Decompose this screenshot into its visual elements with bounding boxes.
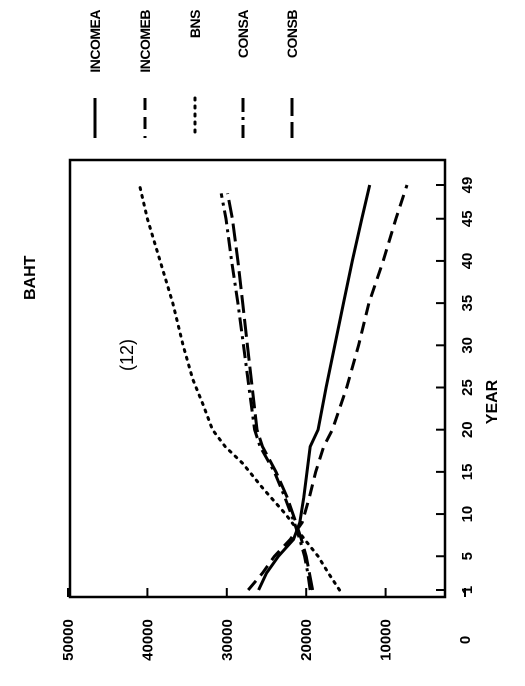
- y-tick-label: 0: [457, 636, 474, 644]
- x-tick-label: 25: [459, 379, 476, 396]
- y-tick-label: 30000: [219, 619, 236, 661]
- x-tick-label: 20: [459, 421, 476, 438]
- legend-label: CONSB: [284, 10, 300, 58]
- plot-area: [68, 158, 447, 599]
- x-tick-label: 35: [459, 295, 476, 312]
- y-tick-label: 40000: [139, 619, 156, 661]
- series-line-incomea: [257, 184, 372, 591]
- legend-label: INCOMEA: [87, 10, 103, 73]
- x-tick-label: 40: [459, 253, 476, 270]
- legend-label: CONSA: [235, 10, 251, 58]
- legend-label: BNS: [187, 10, 203, 38]
- series-line-consb: [226, 193, 315, 591]
- legend-item-bns: BNS: [187, 10, 203, 140]
- y-axis-label: BAHT: [22, 255, 39, 300]
- y-tick-label: 20000: [298, 619, 315, 661]
- legend: INCOMEA INCOMEB BNS CONSA CONSB: [87, 10, 300, 140]
- series-layer: [138, 183, 409, 592]
- series-line-incomeb: [247, 184, 409, 591]
- legend-item-incomea: INCOMEA: [87, 10, 103, 138]
- series-line-bns: [138, 183, 341, 592]
- x-tick-label: 49: [459, 177, 476, 194]
- x-tick-label: 10: [459, 506, 476, 523]
- x-tick-label: 1: [459, 586, 476, 594]
- x-tick-label: 5: [459, 552, 476, 560]
- x-tick-label: 15: [459, 464, 476, 481]
- y-tick-label: 10000: [378, 619, 395, 661]
- x-axis-label: YEAR: [484, 379, 501, 424]
- legend-item-incomeb: INCOMEB: [137, 10, 153, 138]
- series-line-consa: [219, 193, 312, 591]
- y-tick-label: 50000: [60, 619, 77, 661]
- legend-item-consa: CONSA: [235, 10, 251, 138]
- chart-title: (12): [117, 339, 137, 371]
- plot-frame: [68, 158, 447, 599]
- x-tick-label: 45: [459, 210, 476, 227]
- x-tick-label: 30: [459, 337, 476, 354]
- legend-item-consb: CONSB: [284, 10, 300, 138]
- legend-label: INCOMEB: [137, 10, 153, 73]
- ticks-layer: 1510152025303540454901000020000300004000…: [60, 177, 476, 661]
